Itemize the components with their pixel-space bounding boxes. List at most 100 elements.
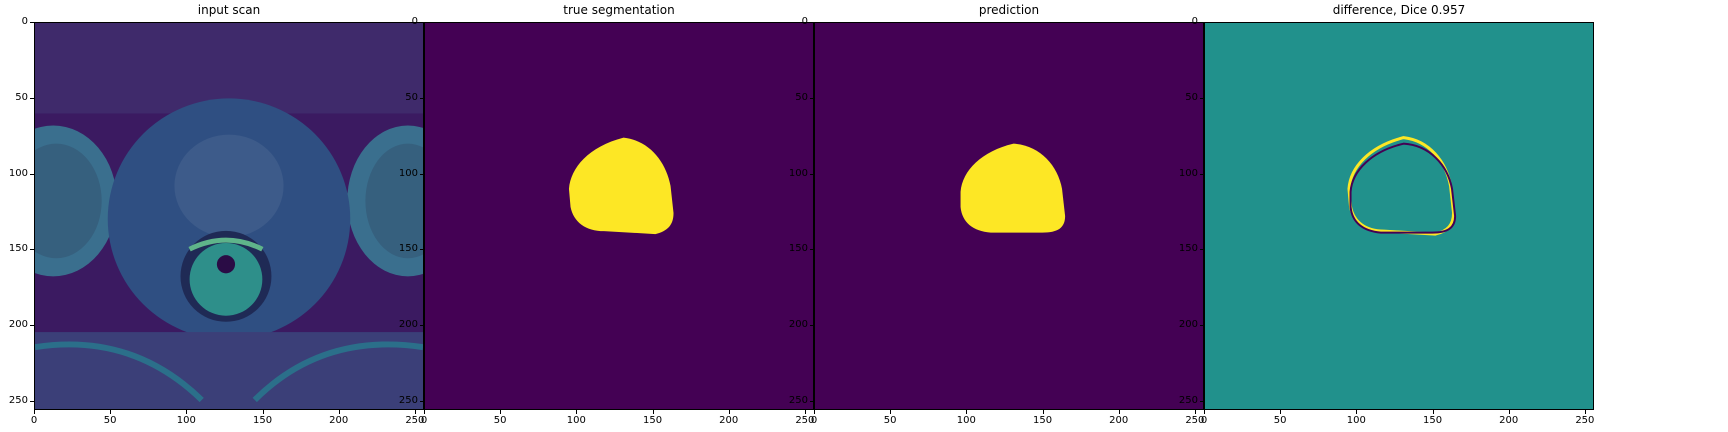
x-tick-label: 100 — [176, 415, 196, 426]
y-tick-mark — [420, 400, 424, 402]
image-axes — [1204, 22, 1594, 410]
panel-difference: difference, Dice 0.957 0 50 100 150 200 250 0 50… — [1170, 0, 1595, 432]
x-tick-label: 150 — [642, 415, 663, 426]
x-tick-label: 50 — [493, 415, 507, 426]
panel-title: input scan — [197, 3, 261, 17]
y-tick-mark — [810, 173, 814, 175]
x-tick-label: 100 — [1346, 415, 1366, 426]
x-tick-label: 100 — [566, 415, 586, 426]
y-tick-label: 0 — [1191, 16, 1198, 27]
x-tick-mark — [1432, 410, 1434, 414]
y-tick-mark — [1200, 249, 1204, 251]
y-tick-mark — [1200, 400, 1204, 402]
y-tick-mark — [810, 400, 814, 402]
image-canvas — [815, 23, 1203, 409]
x-tick-label: 250 — [795, 415, 815, 426]
y-tick-label: 50 — [795, 91, 808, 103]
x-tick-mark — [414, 410, 416, 414]
image-axes — [814, 22, 1204, 410]
x-tick-label: 200 — [329, 415, 349, 426]
x-tick-mark — [110, 410, 112, 414]
image-canvas — [35, 23, 423, 409]
x-tick-mark — [262, 410, 264, 414]
y-tick-label: 50 — [15, 91, 28, 103]
y-tick-label: 150 — [788, 243, 808, 255]
y-tick-label: 150 — [398, 243, 418, 255]
x-tick-mark — [1042, 410, 1044, 414]
x-tick-label: 250 — [1185, 415, 1205, 426]
x-tick-label: 150 — [252, 415, 273, 426]
y-tick-label: 250 — [788, 394, 808, 406]
x-tick-mark — [186, 410, 188, 414]
y-tick-label: 200 — [398, 319, 418, 331]
x-tick-mark — [804, 410, 806, 414]
image-axes — [424, 22, 814, 410]
y-tick-mark — [30, 173, 34, 175]
x-tick-mark — [1118, 410, 1120, 414]
y-tick-mark — [810, 22, 814, 23]
y-tick-label: 250 — [1178, 394, 1198, 406]
difference-false-positive — [1349, 142, 1457, 234]
y-tick-label: 50 — [405, 91, 418, 103]
x-tick-mark — [652, 410, 654, 414]
y-tick-label: 150 — [1178, 243, 1198, 255]
panel-title: prediction — [978, 3, 1040, 17]
x-tick-mark — [500, 410, 502, 414]
x-tick-mark — [1508, 410, 1510, 414]
x-tick-mark — [1584, 410, 1586, 414]
scan-left-femur-inner — [35, 143, 102, 259]
y-tick-mark — [30, 97, 34, 99]
y-tick-mark — [810, 249, 814, 251]
panel-mask-pred: prediction 0 50 100 150 200 250 0 50 100 150 200 250 — [780, 0, 1205, 432]
x-tick-mark — [814, 410, 815, 414]
panel-mri-scan: input scan 0 50 100 150 200 250 0 50 100 150 200 250 — [0, 0, 425, 432]
panel-mask-true: true segmentation 0 50 100 150 200 250 0 50 100 15… — [390, 0, 815, 432]
y-tick-mark — [810, 325, 814, 327]
x-tick-mark — [424, 410, 425, 414]
x-tick-label: 50 — [103, 415, 117, 426]
scan-rectum-inner — [189, 242, 263, 316]
y-tick-label: 0 — [21, 16, 28, 27]
y-tick-label: 200 — [1178, 319, 1198, 331]
x-tick-label: 50 — [1273, 415, 1287, 426]
x-tick-label: 50 — [883, 415, 897, 426]
scan-right-femur-inner — [365, 143, 423, 259]
y-tick-label: 200 — [788, 319, 808, 331]
image-axes — [34, 22, 424, 410]
x-tick-mark — [1194, 410, 1196, 414]
image-canvas — [425, 23, 813, 409]
y-tick-label: 150 — [8, 243, 28, 255]
x-tick-mark — [728, 410, 730, 414]
y-tick-label: 100 — [8, 167, 28, 179]
y-tick-mark — [810, 97, 814, 99]
panel-title: difference, Dice 0.957 — [1332, 3, 1466, 17]
x-tick-label: 0 — [30, 415, 38, 426]
x-tick-label: 150 — [1422, 415, 1443, 426]
y-tick-label: 0 — [801, 16, 808, 27]
y-tick-mark — [1200, 97, 1204, 99]
y-tick-mark — [420, 173, 424, 175]
scan-bright-rim — [188, 237, 264, 252]
y-tick-mark — [420, 249, 424, 251]
y-tick-mark — [1200, 173, 1204, 175]
x-tick-label: 250 — [1575, 415, 1595, 426]
y-tick-mark — [30, 249, 34, 251]
y-tick-label: 0 — [411, 16, 418, 27]
y-tick-label: 100 — [788, 167, 808, 179]
x-tick-mark — [338, 410, 340, 414]
y-tick-label: 250 — [8, 394, 28, 406]
x-tick-label: 200 — [1499, 415, 1519, 426]
pred-mask-region — [960, 143, 1066, 233]
x-tick-mark — [576, 410, 578, 414]
y-tick-label: 50 — [1185, 91, 1198, 103]
difference-background — [1205, 23, 1593, 409]
x-tick-mark — [1280, 410, 1282, 414]
scan-prostate — [174, 134, 284, 238]
x-tick-label: 100 — [956, 415, 976, 426]
x-tick-mark — [890, 410, 892, 414]
scan-lower-fold-right — [252, 341, 423, 403]
y-tick-label: 200 — [8, 319, 28, 331]
y-tick-label: 100 — [1178, 167, 1198, 179]
image-canvas — [1205, 23, 1593, 409]
scan-rectum-lumen — [216, 255, 236, 274]
